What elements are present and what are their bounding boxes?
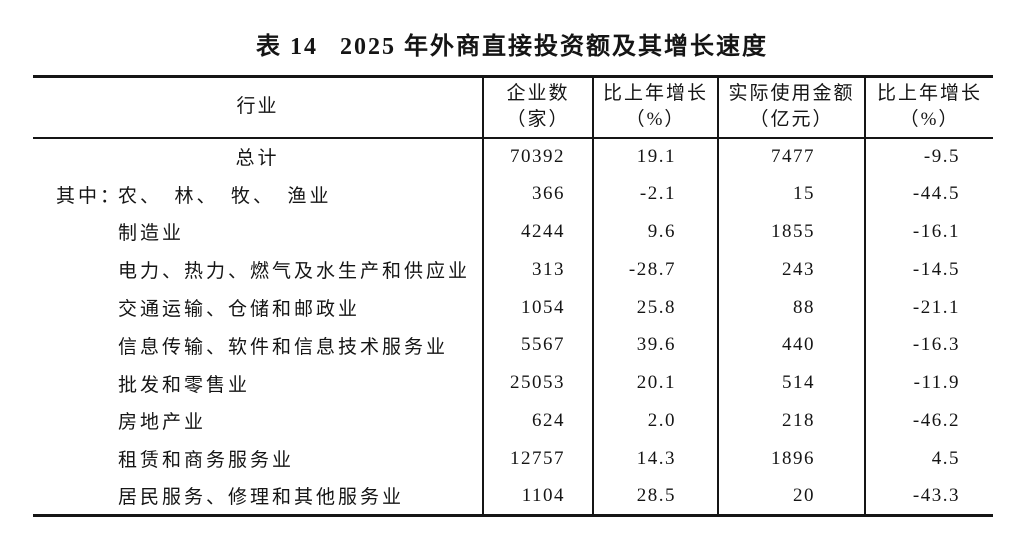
table-body: 总计 70392 19.1 7477 -9.5 其中：农、 林、 牧、 渔业 3… xyxy=(33,137,993,516)
header-line: 企业数 xyxy=(506,83,570,105)
cell-growth-amount: -14.5 xyxy=(864,250,993,289)
cell-growth-enterprises: 19.1 xyxy=(592,137,718,176)
industry-name: 电力、热力、燃气及水生产和供应业 xyxy=(118,261,471,283)
header-line: 实际使用金额 xyxy=(728,83,855,105)
industry-name: 总计 xyxy=(235,148,280,170)
cell-growth-amount: -46.2 xyxy=(864,402,993,440)
cell-industry: 信息传输、软件和信息技术服务业 xyxy=(33,326,483,364)
header-line: 比上年增长 xyxy=(876,83,982,105)
cell-growth-amount: -43.3 xyxy=(864,477,993,516)
cell-amount: 514 xyxy=(717,364,865,403)
col-header-growth-amount: 比上年增长 （%） xyxy=(864,76,993,139)
cell-enterprises: 624 xyxy=(482,402,593,440)
header-line: 行业 xyxy=(236,96,279,118)
industry-name: 房地产业 xyxy=(118,412,207,434)
cell-amount: 1896 xyxy=(717,439,865,478)
table-number: 表 14 xyxy=(256,34,318,60)
cell-amount: 15 xyxy=(717,175,865,214)
cell-growth-enterprises: -28.7 xyxy=(592,250,718,289)
cell-industry: 居民服务、修理和其他服务业 xyxy=(33,478,483,516)
table-row: 其中：农、 林、 牧、 渔业 366 -2.1 15 -44.5 xyxy=(33,175,993,214)
cell-growth-amount: -16.1 xyxy=(864,213,993,251)
table-title: 2025 年外商直接投资额及其增长速度 xyxy=(340,34,768,60)
industry-name: 批发和零售业 xyxy=(118,374,251,396)
table-caption: 表 14 2025 年外商直接投资额及其增长速度 xyxy=(0,0,1024,61)
cell-growth-amount: -11.9 xyxy=(864,364,993,403)
cell-growth-enterprises: 2.0 xyxy=(592,402,718,440)
col-header-amount: 实际使用金额 （亿元） xyxy=(717,76,865,139)
header-row: 行业 企业数 （家） 比上年增长 （%） 实际使用金额 （亿元） 比上年增长 （… xyxy=(33,76,993,139)
header-line: （%） xyxy=(899,109,960,131)
cell-industry: 租赁和商务服务业 xyxy=(33,440,483,478)
header-line: （%） xyxy=(625,109,686,131)
cell-industry: 批发和零售业 xyxy=(33,364,483,402)
cell-growth-amount: -9.5 xyxy=(864,137,993,176)
cell-enterprises: 1104 xyxy=(482,477,593,516)
header-line: （家） xyxy=(506,109,570,131)
fdi-table: 行业 企业数 （家） 比上年增长 （%） 实际使用金额 （亿元） 比上年增长 （… xyxy=(33,75,993,517)
cell-enterprises: 1054 xyxy=(482,288,593,327)
cell-growth-enterprises: -2.1 xyxy=(592,175,718,214)
cell-amount: 440 xyxy=(717,326,865,365)
cell-amount: 1855 xyxy=(717,213,865,251)
cell-enterprises: 70392 xyxy=(482,137,593,176)
cell-growth-enterprises: 28.5 xyxy=(592,477,718,516)
header-line: 比上年增长 xyxy=(602,83,708,105)
cell-growth-enterprises: 9.6 xyxy=(592,213,718,251)
table-row: 总计 70392 19.1 7477 -9.5 xyxy=(33,137,993,176)
cell-growth-enterprises: 25.8 xyxy=(592,288,718,327)
table-row: 电力、热力、燃气及水生产和供应业 313 -28.7 243 -14.5 xyxy=(33,250,993,289)
table-row: 交通运输、仓储和邮政业 1054 25.8 88 -21.1 xyxy=(33,288,993,327)
cell-growth-amount: -44.5 xyxy=(864,175,993,214)
industry-name: 农、 林、 牧、 渔业 xyxy=(118,185,332,207)
cell-industry: 其中：农、 林、 牧、 渔业 xyxy=(33,175,483,213)
table-row: 房地产业 624 2.0 218 -46.2 xyxy=(33,402,993,440)
cell-industry: 总计 xyxy=(33,138,483,176)
cell-amount: 20 xyxy=(717,477,865,516)
cell-industry: 制造业 xyxy=(33,213,483,251)
cell-growth-amount: 4.5 xyxy=(864,439,993,478)
col-header-enterprises: 企业数 （家） xyxy=(482,76,593,139)
cell-enterprises: 313 xyxy=(482,250,593,289)
table-row: 批发和零售业 25053 20.1 514 -11.9 xyxy=(33,364,993,403)
cell-industry: 电力、热力、燃气及水生产和供应业 xyxy=(33,251,483,289)
header-line: （亿元） xyxy=(749,109,834,131)
cell-amount: 7477 xyxy=(717,137,865,176)
table-row: 居民服务、修理和其他服务业 1104 28.5 20 -43.3 xyxy=(33,477,993,516)
cell-enterprises: 4244 xyxy=(482,213,593,251)
industry-name: 制造业 xyxy=(118,223,185,245)
industry-name: 居民服务、修理和其他服务业 xyxy=(118,487,405,509)
cell-growth-enterprises: 14.3 xyxy=(592,439,718,478)
col-header-industry: 行业 xyxy=(33,76,483,139)
row-prefix: 其中： xyxy=(56,185,123,207)
cell-enterprises: 366 xyxy=(482,175,593,214)
table-row: 租赁和商务服务业 12757 14.3 1896 4.5 xyxy=(33,439,993,478)
col-header-growth-enterprises: 比上年增长 （%） xyxy=(592,76,718,139)
cell-growth-amount: -16.3 xyxy=(864,326,993,365)
cell-amount: 88 xyxy=(717,288,865,327)
cell-enterprises: 25053 xyxy=(482,364,593,403)
cell-industry: 房地产业 xyxy=(33,402,483,440)
cell-amount: 218 xyxy=(717,402,865,440)
industry-name: 信息传输、软件和信息技术服务业 xyxy=(118,336,449,358)
cell-amount: 243 xyxy=(717,250,865,289)
table-header: 行业 企业数 （家） 比上年增长 （%） 实际使用金额 （亿元） 比上年增长 （… xyxy=(33,76,993,139)
cell-growth-enterprises: 20.1 xyxy=(592,364,718,403)
industry-name: 交通运输、仓储和邮政业 xyxy=(118,299,361,321)
industry-name: 租赁和商务服务业 xyxy=(118,450,295,472)
cell-enterprises: 5567 xyxy=(482,326,593,365)
cell-enterprises: 12757 xyxy=(482,439,593,478)
table-row: 信息传输、软件和信息技术服务业 5567 39.6 440 -16.3 xyxy=(33,326,993,365)
table-row: 制造业 4244 9.6 1855 -16.1 xyxy=(33,213,993,251)
cell-growth-amount: -21.1 xyxy=(864,288,993,327)
cell-industry: 交通运输、仓储和邮政业 xyxy=(33,289,483,327)
cell-growth-enterprises: 39.6 xyxy=(592,326,718,365)
